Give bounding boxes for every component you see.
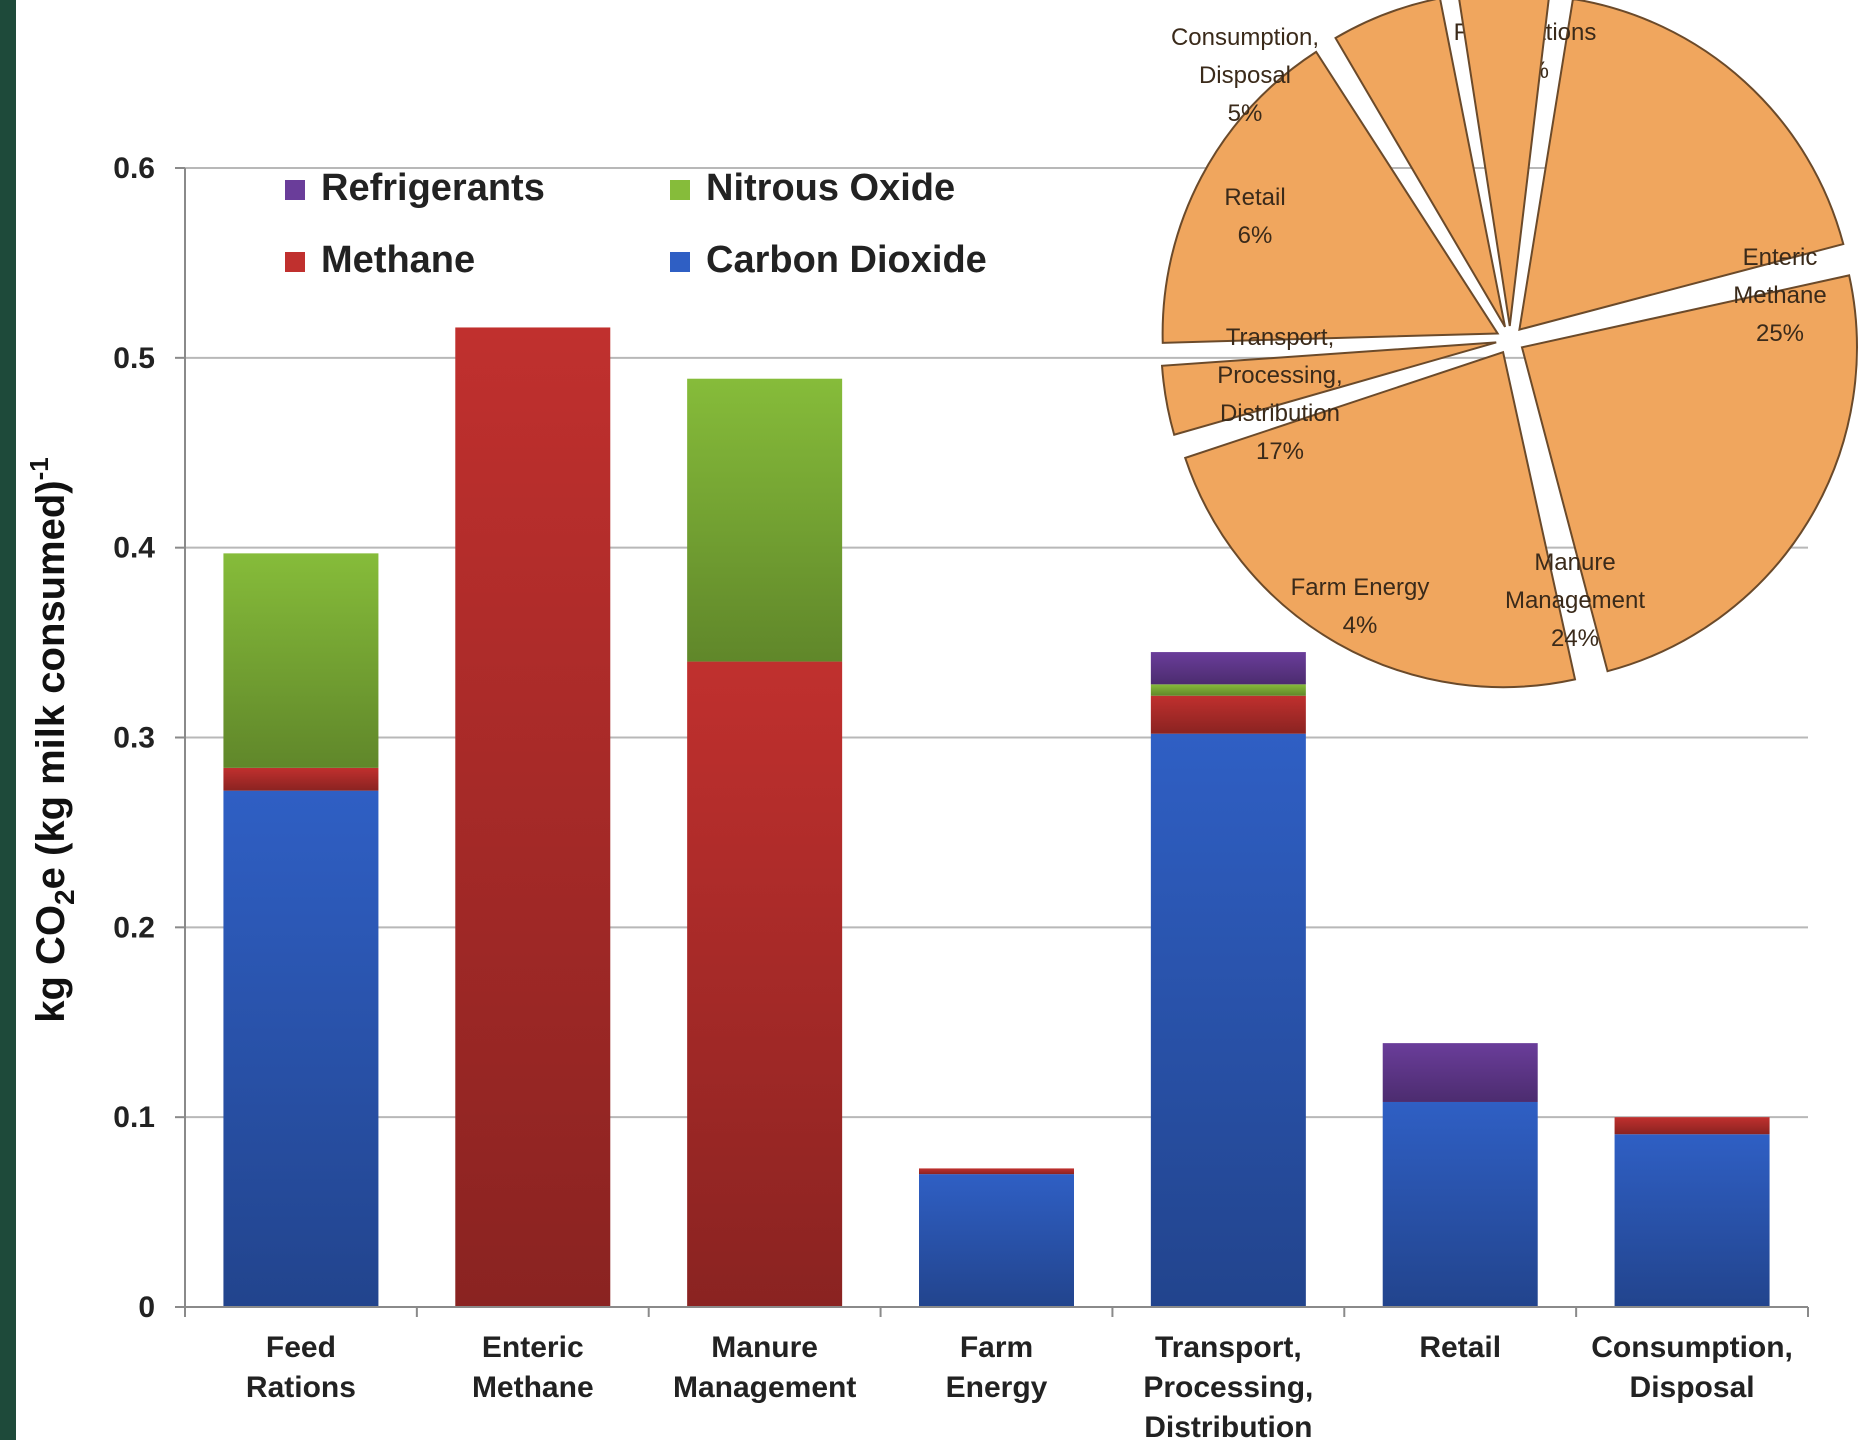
bar-carbon-dioxide-consumption-disposal <box>1614 1134 1770 1307</box>
x-category-label: Consumption, Disposal <box>1591 1331 1793 1404</box>
pie-slice-label: Enteric Methane 25% <box>1733 244 1826 347</box>
bar-carbon-dioxide-feed-rations <box>223 790 379 1307</box>
pie-slice-transport-processing-distribution <box>1161 50 1500 344</box>
pie-slice-label: Manure Management 24% <box>1505 549 1645 652</box>
pie-slice-label: Farm Energy 4% <box>1291 574 1430 639</box>
bar-refrigerants-retail <box>1382 1043 1538 1102</box>
bars <box>223 327 1770 1308</box>
bar-methane-farm-energy <box>919 1168 1074 1175</box>
x-category-label: Enteric Methane <box>472 1331 594 1404</box>
bar-methane-manure-management <box>687 661 843 1307</box>
legend-swatch <box>285 252 305 272</box>
pie-chart: Feed Rations19%EntericMethane25%ManureMa… <box>1160 0 1858 689</box>
y-tick-label: 0 <box>138 1291 155 1324</box>
legend-swatch <box>670 252 690 272</box>
legend: Refrigerants Nitrous Oxide Methane Carbon D… <box>285 167 987 281</box>
y-tick-label: 0.1 <box>113 1101 155 1134</box>
legend-swatch <box>670 180 690 200</box>
pie-slice-feed-rations <box>1518 0 1845 331</box>
y-tick-label: 0.3 <box>113 722 155 755</box>
pie-slice-label: Retail 6% <box>1224 184 1285 249</box>
legend-item-carbon-dioxide: Carbon Dioxide <box>670 239 987 281</box>
x-category-label: Manure Management <box>673 1331 856 1404</box>
y-tick-label: 0.6 <box>113 152 155 185</box>
pie-slice-label: Consumption, Disposal 5% <box>1171 24 1319 127</box>
y-tick-labels: 0 0.1 0.2 0.3 0.4 0.5 0.6 <box>113 152 185 1324</box>
legend-item-nitrous-oxide: Nitrous Oxide <box>670 167 955 209</box>
bar-nitrous-oxide-feed-rations <box>223 553 379 768</box>
side-strip <box>0 0 16 1440</box>
pie-slice-farm-energy <box>1160 341 1497 437</box>
bar-nitrous-oxide-transport-processing-distribution <box>1150 684 1306 696</box>
pie-slice-retail <box>1334 0 1507 328</box>
pie-slice-enteric-methane <box>1520 274 1858 673</box>
bar-carbon-dioxide-transport-processing-distribution <box>1150 733 1306 1307</box>
y-tick-label: 0.4 <box>113 532 155 565</box>
y-tick-label: 0.5 <box>113 342 155 375</box>
bar-nitrous-oxide-manure-management <box>687 378 843 662</box>
bar-carbon-dioxide-retail <box>1382 1101 1538 1307</box>
legend-label: Refrigerants <box>321 167 545 209</box>
bar-methane-transport-processing-distribution <box>1150 695 1306 734</box>
legend-swatch <box>285 180 305 200</box>
x-category-label: Retail <box>1419 1331 1501 1364</box>
legend-item-refrigerants: Refrigerants <box>285 167 545 209</box>
y-axis-label: kg CO2e (kg milk consumed)-1 <box>24 457 80 1022</box>
legend-label: Nitrous Oxide <box>706 167 955 209</box>
bar-methane-consumption-disposal <box>1614 1117 1770 1135</box>
bar-methane-enteric-methane <box>455 327 611 1308</box>
bar-methane-feed-rations <box>223 767 379 791</box>
y-tick-label: 0.2 <box>113 911 155 944</box>
x-category-label: Farm Energy <box>946 1331 1048 1404</box>
bar-carbon-dioxide-farm-energy <box>919 1174 1074 1307</box>
x-category-labels: Feed Rations Enteric Methane Manure Managemen… <box>246 1331 1793 1440</box>
legend-label: Carbon Dioxide <box>706 239 987 281</box>
legend-item-methane: Methane <box>285 239 475 281</box>
x-category-label: Feed Rations <box>246 1331 356 1404</box>
legend-label: Methane <box>321 239 475 281</box>
pie-slice-consumption-disposal <box>1458 0 1550 327</box>
pie-slice-manure-management <box>1183 350 1577 689</box>
x-category-label: Transport, Processing, Distribution <box>1143 1331 1313 1440</box>
bar-refrigerants-transport-processing-distribution <box>1150 652 1306 685</box>
pie-slice-label: Transport, Processing, Distribution 17% <box>1217 324 1342 465</box>
y-axis-label: kg CO2e (kg milk consumed)-1 <box>24 457 80 1022</box>
